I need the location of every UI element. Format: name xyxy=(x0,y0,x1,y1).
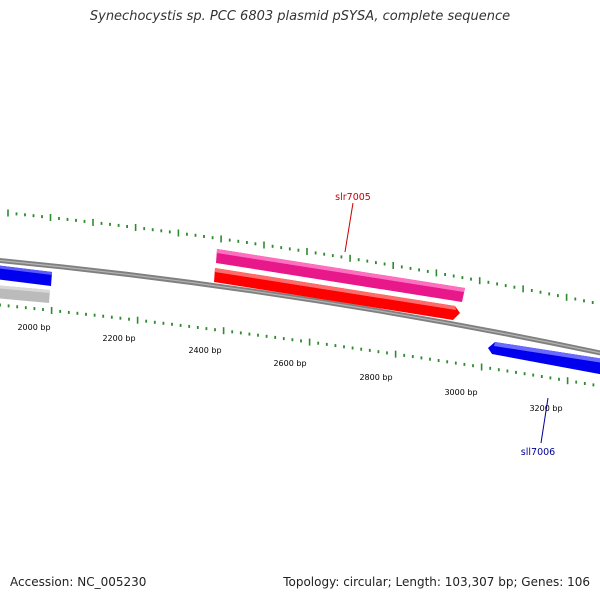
topology-info: Topology: circular; Length: 103,307 bp; … xyxy=(283,575,590,589)
accession-label: Accession: xyxy=(10,575,74,589)
scale-label: 3000 bp xyxy=(444,388,477,397)
length-value: 103,307 bp xyxy=(444,575,514,589)
gene-slr7005[interactable] xyxy=(216,249,465,302)
gene-left-blue[interactable] xyxy=(0,265,52,286)
genes-label: Genes: xyxy=(521,575,564,589)
scale-label: 2000 bp xyxy=(17,323,50,332)
scale-label: 2800 bp xyxy=(359,373,392,382)
accession-info: Accession: NC_005230 xyxy=(10,575,146,589)
gene-sll7006[interactable] xyxy=(488,342,600,376)
scale-labels: 2000 bp 2200 bp 2400 bp 2600 bp 2800 bp … xyxy=(17,323,562,413)
cds-slr7005[interactable] xyxy=(214,268,460,320)
map-title: Synechocystis sp. PCC 6803 plasmid pSYSA… xyxy=(89,9,511,24)
scale-label: 2400 bp xyxy=(188,346,221,355)
topology-label: Topology: xyxy=(283,575,340,589)
accession-value: NC_005230 xyxy=(77,575,147,589)
plasmid-backbone-highlight xyxy=(0,259,600,354)
tick-marks-inner xyxy=(0,303,595,387)
genes-value: 106 xyxy=(567,575,590,589)
scale-label: 3200 bp xyxy=(529,404,562,413)
tick-marks-outer xyxy=(7,209,594,304)
gene-label-sll7006[interactable]: sll7006 xyxy=(521,447,555,458)
topology-value: circular xyxy=(343,575,388,589)
length-label: Length: xyxy=(395,575,441,589)
gene-label-slr7005[interactable]: slr7005 xyxy=(335,192,371,203)
cds-left-grey[interactable] xyxy=(0,285,50,303)
slr7005-leader-line xyxy=(344,202,354,253)
sll7006-leader-line xyxy=(540,397,549,444)
scale-label: 2600 bp xyxy=(273,359,306,368)
scale-label: 2200 bp xyxy=(102,334,135,343)
